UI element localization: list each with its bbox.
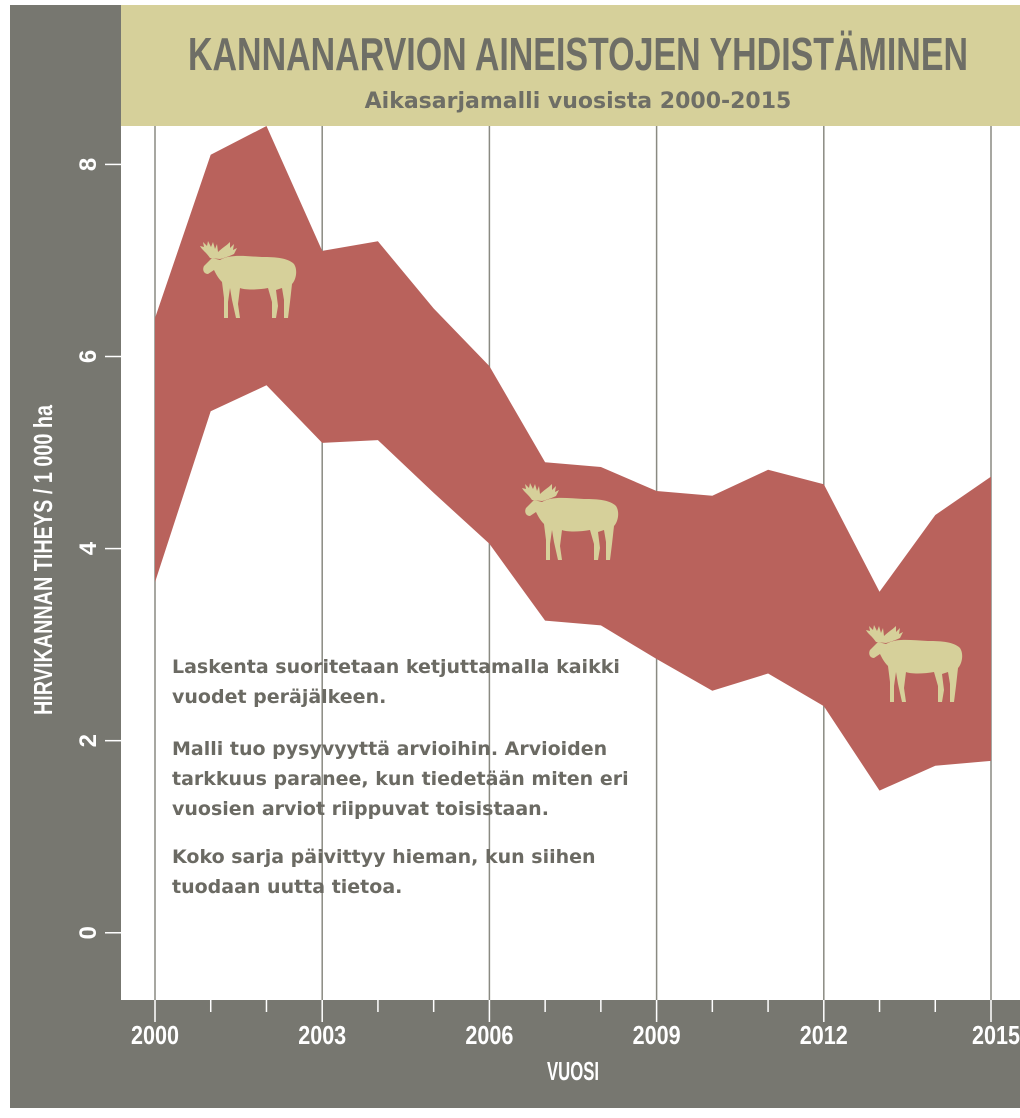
- x-tick-label: 2006: [465, 1020, 513, 1050]
- left-frame-bar: [10, 5, 121, 1108]
- header-banner: [121, 5, 1020, 126]
- estimate-band: [155, 126, 991, 791]
- bottom-frame-bar: [10, 1000, 1020, 1108]
- x-tick-label: 2000: [131, 1020, 179, 1050]
- y-tick-label: 4: [75, 541, 102, 555]
- x-tick-label: 2012: [800, 1020, 848, 1050]
- x-tick-label: 2003: [298, 1020, 346, 1050]
- y-tick-label: 8: [75, 158, 102, 171]
- note-stability: Malli tuo pysyvyyttä arvioihin. Arvioide…: [172, 738, 629, 820]
- note-update: Koko sarja päivittyy hieman, kun siihen …: [172, 846, 596, 898]
- y-tick-label: 2: [75, 734, 102, 747]
- y-tick-label: 0: [75, 926, 102, 939]
- chart-subtitle: Aikasarjamalli vuosista 2000-2015: [365, 89, 792, 114]
- x-tick-label: 2009: [633, 1020, 681, 1050]
- chart-title: KANNANARVION AINEISTOJEN YHDISTÄMINEN: [188, 28, 968, 80]
- x-tick-label: 2015: [972, 1020, 1020, 1050]
- notes: Laskenta suoritetaan ketjuttamalla kaikk…: [172, 652, 642, 902]
- x-axis-label: VUOSI: [547, 1056, 599, 1086]
- y-tick-label: 6: [75, 350, 102, 363]
- y-axis-label: HIRVIKANNAN TIHEYS / 1 000 ha: [28, 405, 58, 715]
- y-axis: 0 2 4 6 8: [75, 158, 121, 939]
- x-axis: 2000 2003 2006 2009 2012 2015: [131, 1020, 1020, 1050]
- note-chaining: Laskenta suoritetaan ketjuttamalla kaikk…: [172, 656, 620, 708]
